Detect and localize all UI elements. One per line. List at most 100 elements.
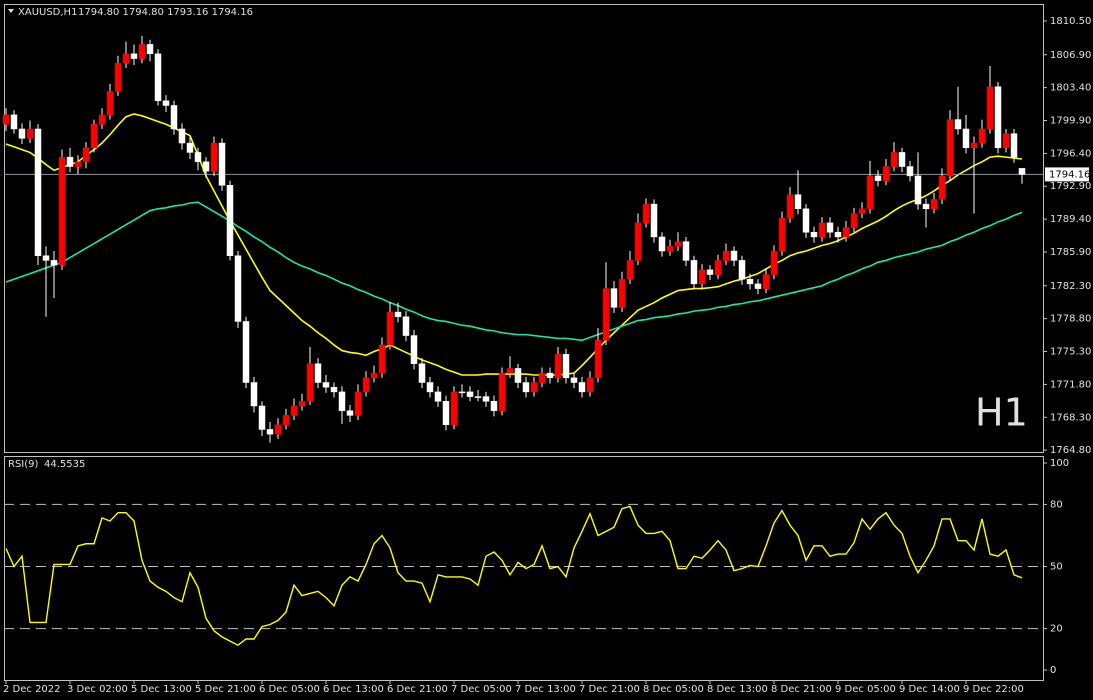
candle-body [914, 175, 922, 205]
candle-body [642, 203, 650, 224]
candle-body [26, 128, 34, 139]
candle-body [322, 382, 330, 388]
candle-body [962, 128, 970, 148]
candle-body [490, 401, 498, 411]
last-price-label: 1794.16 [1049, 169, 1090, 180]
candle-body [498, 372, 506, 411]
candle-body [658, 236, 666, 252]
candle-body [890, 152, 898, 167]
candle-body [394, 311, 402, 318]
candle-body [146, 44, 154, 55]
candle-body [114, 62, 122, 92]
y-tick-label: 0 [1050, 665, 1056, 676]
timeframe-label: H1 [975, 391, 1028, 435]
candle-body [370, 372, 378, 379]
candle-body [626, 260, 634, 280]
candle-body [738, 260, 746, 280]
candle-body [970, 142, 978, 148]
candle-body [754, 283, 762, 289]
candle-body [522, 382, 530, 393]
candle-body [466, 391, 474, 397]
x-tick-label: 7 Dec 21:00 [579, 684, 640, 695]
candle-body [922, 203, 930, 210]
candle-body [730, 250, 738, 261]
candle-body [354, 391, 362, 416]
candle-body [266, 429, 274, 435]
candle-body [834, 232, 842, 238]
x-tick-label: 9 Dec 05:00 [835, 684, 896, 695]
x-tick-label: 8 Dec 21:00 [771, 684, 832, 695]
candle-body [602, 288, 610, 341]
candle-body [954, 119, 962, 130]
candle-body [610, 288, 618, 308]
candle-body [1002, 133, 1010, 148]
candle-body [906, 166, 914, 177]
rsi-value: 44.5535 [44, 459, 85, 470]
candle-body [842, 227, 850, 238]
menu-arrow[interactable] [8, 9, 14, 13]
candle-body [66, 156, 74, 167]
y-tick-label: 1789.40 [1050, 214, 1091, 225]
candle-body [34, 128, 42, 256]
candle-body [450, 391, 458, 426]
candle-body [650, 203, 658, 238]
candle-body [882, 166, 890, 181]
candle-body [874, 175, 882, 181]
last-price-box [1045, 167, 1089, 182]
candle-body [706, 269, 714, 275]
candle-body [994, 86, 1002, 148]
candle-body [178, 128, 186, 144]
candle-body [674, 241, 682, 247]
y-tick-label: 1810.50 [1050, 16, 1091, 27]
x-tick-label: 3 Dec 02:00 [67, 684, 128, 695]
candle-body [482, 396, 490, 402]
moving-average [5, 201, 1023, 342]
candle-body [930, 199, 938, 210]
y-tick-label: 1782.30 [1050, 281, 1091, 292]
candle-body [330, 386, 338, 393]
candle-body [570, 377, 578, 383]
y-tick-label: 1785.90 [1050, 247, 1091, 258]
candle-body [778, 217, 786, 252]
x-tick-label: 8 Dec 13:00 [707, 684, 768, 695]
candle-body [242, 321, 250, 383]
y-tick-label: 1778.80 [1050, 314, 1091, 325]
candle-body [58, 156, 66, 266]
candle-body [162, 100, 170, 106]
candle-body [314, 363, 322, 383]
candle-body [378, 344, 386, 374]
candle-body [298, 401, 306, 407]
x-tick-label: 5 Dec 21:00 [195, 684, 256, 695]
y-tick-label: 100 [1050, 458, 1069, 469]
candle-body [210, 142, 218, 172]
candle-body [442, 401, 450, 426]
rsi-panel-frame [4, 456, 1044, 681]
y-tick-label: 1806.90 [1050, 50, 1091, 61]
candle-body [106, 91, 114, 116]
y-tick-label: 1792.90 [1050, 181, 1091, 192]
candle-body [1010, 133, 1018, 158]
candle-body [714, 260, 722, 275]
candle-body [90, 124, 98, 148]
candle-body [690, 260, 698, 285]
candle-body [978, 128, 986, 144]
candle-body [458, 391, 466, 394]
candle-body [586, 377, 594, 393]
symbol: XAUUSD,H1 [18, 7, 77, 18]
candle-body [474, 396, 482, 398]
candle-body [530, 382, 538, 393]
candle-body [802, 208, 810, 233]
candle-body [746, 278, 754, 285]
candle-body [10, 114, 18, 130]
candle-body [386, 311, 394, 346]
candle-body [194, 152, 202, 163]
candle-body [218, 142, 226, 186]
candle-body [786, 194, 794, 219]
candle-body [810, 232, 818, 238]
candle-body [826, 222, 834, 233]
candle-body [538, 372, 546, 383]
candle-body [186, 142, 194, 153]
x-tick-label: 9 Dec 14:00 [899, 684, 960, 695]
